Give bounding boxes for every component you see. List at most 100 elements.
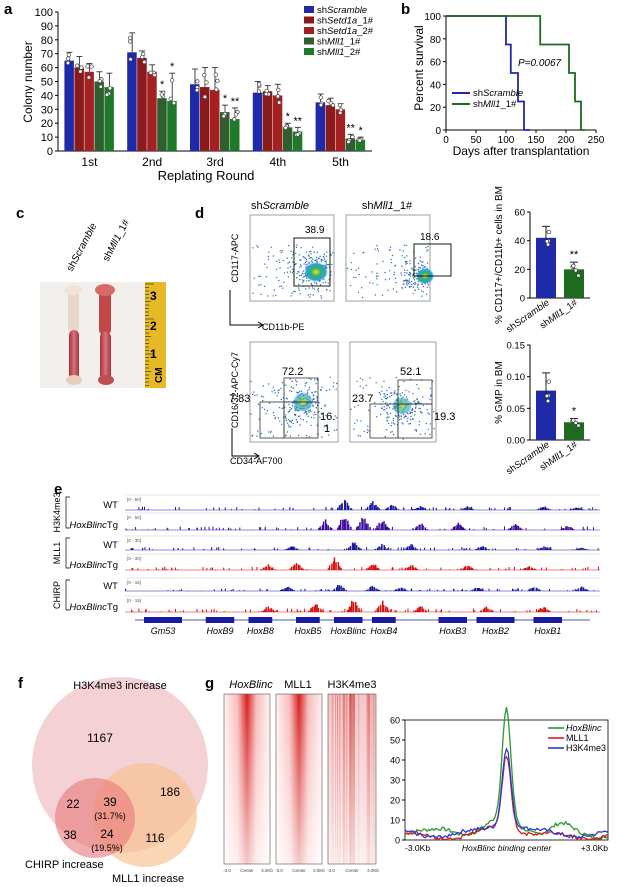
flow-dot — [401, 422, 403, 424]
track-signal-bar — [329, 610, 331, 612]
track-signal-bar — [357, 525, 359, 530]
flow-dot — [303, 275, 306, 278]
track-signal-bar — [422, 610, 423, 612]
flow-dot — [315, 391, 317, 393]
flow-dot — [298, 283, 300, 286]
track-signal-bar — [410, 544, 412, 550]
flow-dot — [301, 279, 303, 281]
cmp-gate-value-mll1: 23.7 — [352, 393, 373, 405]
track-signal-bar — [498, 568, 500, 570]
track-signal-bar — [212, 526, 214, 530]
track-signal-bar — [584, 548, 586, 550]
track-signal-bar — [521, 589, 523, 591]
panel-a-datapoint — [148, 70, 153, 75]
flow-dot — [278, 259, 280, 261]
track-signal-bar — [535, 569, 537, 570]
flow-dot — [359, 435, 361, 437]
profile-legend-label: MLL1 — [566, 733, 589, 743]
flow-dot — [376, 245, 378, 247]
track-signal-bar — [456, 527, 458, 530]
track-signal-bar — [513, 525, 515, 530]
track-signal-bar — [239, 527, 241, 530]
flow-dot — [407, 413, 409, 415]
track-signal-bar — [570, 509, 572, 511]
flow-dot — [316, 424, 318, 427]
track-signal-bar — [483, 527, 485, 530]
flow-bottom-yaxis-label: CD16/32-APC-Cy7 — [230, 352, 240, 428]
track-signal-bar — [283, 590, 285, 591]
track-signal-bar — [304, 588, 306, 591]
track-signal-bar — [277, 609, 279, 612]
track-signal-bar — [593, 527, 594, 530]
gene-label: HoxBlinc — [330, 626, 366, 636]
flow-dot — [288, 426, 290, 428]
track-signal-bar — [542, 609, 544, 612]
track-signal-bar — [125, 528, 127, 530]
track-signal-bar — [511, 526, 513, 530]
track-signal-bar — [361, 506, 362, 510]
track-signal-bar — [445, 507, 447, 510]
track-signal-bar — [142, 547, 144, 550]
panel-a-ytick-label: 100 — [35, 7, 53, 19]
track-signal-bar — [421, 523, 423, 530]
track-signal-bar — [254, 549, 256, 550]
flow-dot — [429, 433, 431, 436]
track-signal-bar — [401, 588, 403, 591]
track-signal-bar — [213, 507, 215, 510]
track-signal-bar — [587, 590, 590, 591]
panel-b-xtick-label: 50 — [470, 135, 482, 146]
flow-dot — [288, 261, 291, 263]
track-label: WT — [103, 500, 118, 511]
track-signal-bar — [286, 608, 288, 612]
track-signal-bar — [155, 567, 157, 570]
flow-dot — [395, 392, 397, 395]
track-signal-bar — [485, 548, 488, 550]
flow-dot — [412, 277, 415, 279]
track-signal-bar — [514, 611, 516, 612]
flow-dot — [287, 262, 289, 264]
flow-dot — [326, 288, 328, 291]
track-signal-bar — [477, 547, 479, 550]
track-signal-bar — [562, 569, 564, 570]
track-signal-bar — [476, 549, 478, 550]
track-signal-bar — [394, 506, 396, 510]
track-signal-bar — [578, 507, 580, 510]
flow-dot — [266, 266, 268, 268]
flow-dot — [357, 435, 360, 437]
flow-dot — [299, 424, 301, 426]
track-signal-bar — [145, 608, 147, 612]
panel-a-datapoint — [202, 94, 208, 99]
track-signal-bar — [413, 567, 415, 570]
track-signal-bar — [340, 568, 342, 570]
track-signal-bar — [311, 606, 314, 612]
track-signal-bar — [485, 606, 488, 612]
flow-dot — [260, 432, 263, 435]
flow-dot — [427, 286, 429, 288]
flow-dot — [411, 283, 413, 286]
flow-dot — [323, 426, 325, 428]
track-signal-bar — [378, 589, 381, 591]
flow-dot — [426, 409, 428, 411]
panel-a-bar — [137, 57, 147, 152]
panel-a-bar — [64, 60, 74, 151]
track-signal-bar — [132, 529, 133, 530]
gene-exon — [476, 617, 515, 623]
panel-a-datapoint — [140, 54, 145, 60]
flow-dot — [391, 422, 393, 424]
flow-dot — [290, 426, 292, 428]
panel-a-bar — [147, 71, 157, 151]
track-signal-bar — [274, 508, 276, 510]
flow-dot — [310, 257, 312, 259]
track-signal-bar — [168, 609, 170, 612]
panel-label-b: b — [401, 1, 410, 18]
track-signal-bar — [536, 509, 539, 510]
flow-dot — [285, 414, 287, 416]
flow-dot — [279, 267, 281, 269]
track-signal-bar — [454, 527, 456, 530]
flow-dot — [414, 266, 416, 268]
track-signal-bar — [466, 567, 468, 570]
flow-dot — [302, 280, 305, 282]
track-signal-bar — [506, 569, 508, 570]
panel-a-datapoint — [276, 87, 281, 93]
track-signal-bar — [516, 588, 518, 591]
